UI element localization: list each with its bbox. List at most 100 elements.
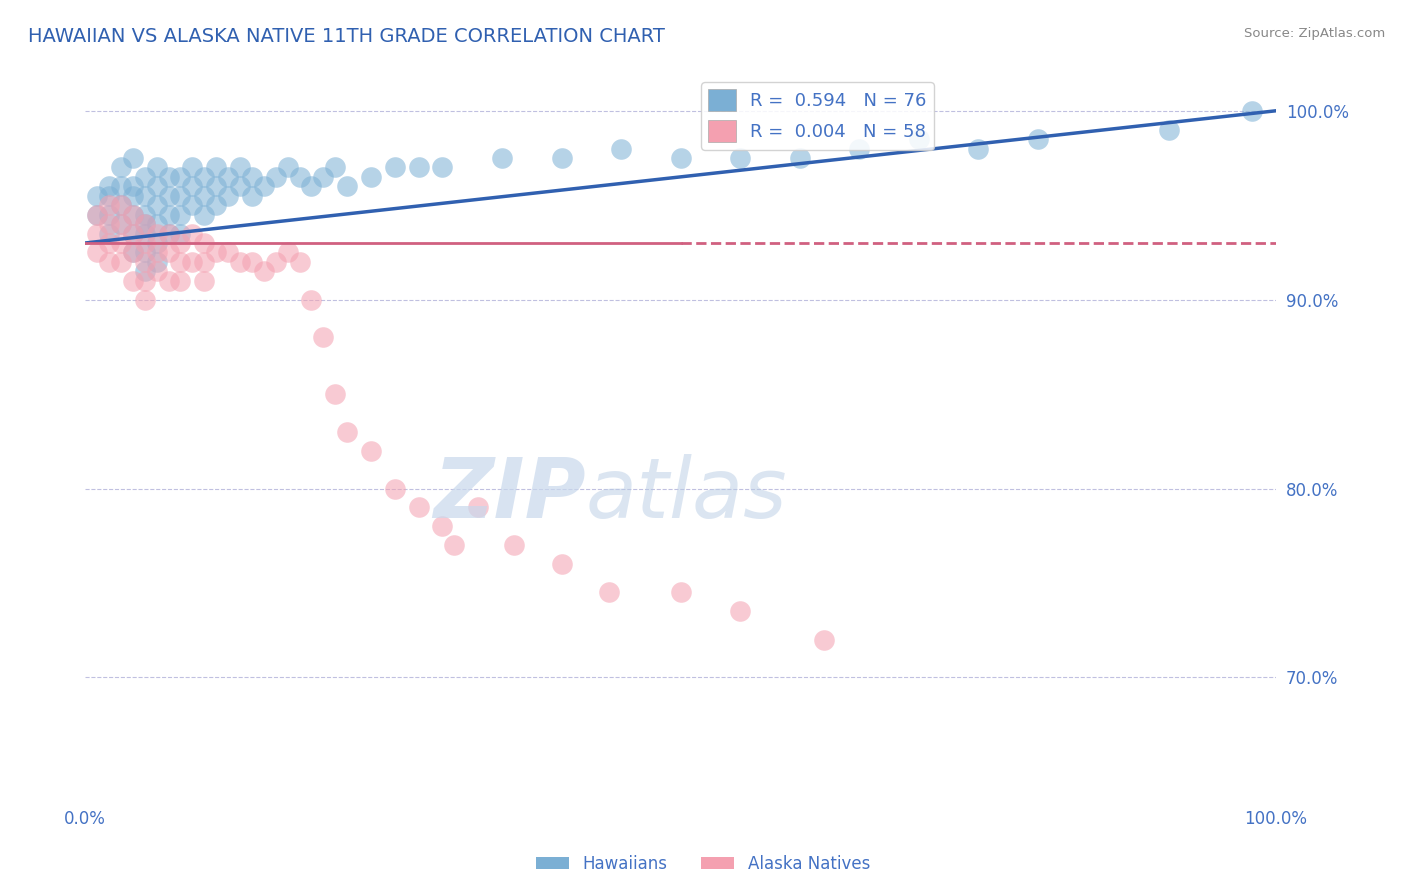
Point <box>669 585 692 599</box>
Point <box>1026 132 1049 146</box>
Point <box>86 188 108 202</box>
Point <box>408 500 430 515</box>
Point <box>110 179 132 194</box>
Point <box>193 208 215 222</box>
Point <box>240 169 263 184</box>
Point <box>193 255 215 269</box>
Point <box>169 169 191 184</box>
Point <box>86 208 108 222</box>
Point <box>98 179 121 194</box>
Point <box>181 198 204 212</box>
Point <box>598 585 620 599</box>
Point <box>110 255 132 269</box>
Point <box>288 255 311 269</box>
Point <box>145 255 167 269</box>
Text: Source: ZipAtlas.com: Source: ZipAtlas.com <box>1244 27 1385 40</box>
Point <box>408 161 430 175</box>
Point <box>323 161 346 175</box>
Point <box>217 188 239 202</box>
Point <box>86 208 108 222</box>
Point <box>848 142 870 156</box>
Point <box>181 255 204 269</box>
Point <box>299 293 322 307</box>
Point <box>728 604 751 618</box>
Point <box>169 227 191 241</box>
Point <box>98 188 121 202</box>
Point <box>134 227 156 241</box>
Point <box>134 217 156 231</box>
Point <box>169 208 191 222</box>
Point <box>157 188 180 202</box>
Point <box>240 255 263 269</box>
Point <box>169 255 191 269</box>
Text: atlas: atlas <box>585 454 787 535</box>
Point <box>157 169 180 184</box>
Point <box>121 245 143 260</box>
Point <box>134 169 156 184</box>
Point <box>229 161 252 175</box>
Point <box>145 245 167 260</box>
Point <box>157 227 180 241</box>
Point <box>312 330 335 344</box>
Point <box>145 217 167 231</box>
Point <box>110 198 132 212</box>
Point <box>323 387 346 401</box>
Point <box>181 179 204 194</box>
Point <box>288 169 311 184</box>
Point <box>193 188 215 202</box>
Point <box>312 169 335 184</box>
Point <box>229 179 252 194</box>
Point <box>110 235 132 250</box>
Point <box>98 255 121 269</box>
Legend: R =  0.594   N = 76, R =  0.004   N = 58: R = 0.594 N = 76, R = 0.004 N = 58 <box>702 82 934 150</box>
Point <box>277 245 299 260</box>
Text: HAWAIIAN VS ALASKA NATIVE 11TH GRADE CORRELATION CHART: HAWAIIAN VS ALASKA NATIVE 11TH GRADE COR… <box>28 27 665 45</box>
Point <box>98 217 121 231</box>
Point <box>157 227 180 241</box>
Point <box>157 208 180 222</box>
Point <box>384 482 406 496</box>
Point <box>110 198 132 212</box>
Point <box>98 235 121 250</box>
Point <box>121 274 143 288</box>
Point <box>550 151 572 165</box>
Point <box>384 161 406 175</box>
Point <box>169 235 191 250</box>
Text: ZIP: ZIP <box>433 454 585 535</box>
Point <box>110 217 132 231</box>
Point <box>134 293 156 307</box>
Point <box>134 264 156 278</box>
Point <box>205 179 228 194</box>
Point <box>264 169 287 184</box>
Point <box>360 443 382 458</box>
Point <box>193 274 215 288</box>
Point <box>145 227 167 241</box>
Point <box>134 274 156 288</box>
Point <box>610 142 633 156</box>
Point <box>145 264 167 278</box>
Point <box>169 274 191 288</box>
Point <box>121 208 143 222</box>
Point <box>728 151 751 165</box>
Point <box>121 188 143 202</box>
Point <box>134 217 156 231</box>
Point <box>253 179 276 194</box>
Point <box>134 188 156 202</box>
Point <box>240 188 263 202</box>
Point <box>181 227 204 241</box>
Point <box>467 500 489 515</box>
Point <box>432 519 454 533</box>
Point <box>813 632 835 647</box>
Point <box>253 264 276 278</box>
Point <box>443 538 465 552</box>
Point <box>157 274 180 288</box>
Point <box>121 151 143 165</box>
Point <box>229 255 252 269</box>
Point <box>98 227 121 241</box>
Point <box>205 198 228 212</box>
Point <box>134 245 156 260</box>
Point <box>181 161 204 175</box>
Point <box>550 557 572 571</box>
Point <box>86 245 108 260</box>
Point <box>157 245 180 260</box>
